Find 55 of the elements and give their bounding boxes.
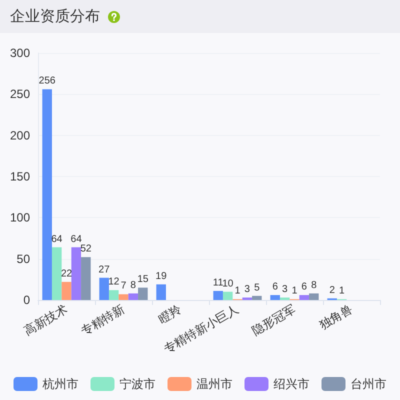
data-label: 64 [70,234,82,245]
data-label: 3 [282,284,288,296]
bar [222,292,233,300]
bar [118,294,128,300]
data-label: 2 [329,284,336,296]
data-label: 12 [108,276,120,288]
y-tick-label: 300 [10,46,30,60]
x-tick-label: 专精特新 [78,302,127,338]
bar [81,257,91,300]
bar [108,290,119,300]
bar [309,293,319,300]
x-tick-label: 隐形冠军 [249,302,298,338]
bar [138,288,148,300]
chart-title: 企业资质分布 [10,7,100,26]
legend-label: 宁波市 [120,377,156,391]
data-label: 3 [244,284,250,296]
bar [252,296,262,300]
data-label: 1 [292,286,298,297]
data-label: 22 [60,268,72,280]
bar [270,295,280,300]
data-label: 7 [120,280,127,292]
bar [156,284,166,300]
y-tick-label: 150 [10,170,30,184]
data-label: 8 [130,280,136,291]
data-label: 256 [38,76,56,87]
legend-label: 温州市 [196,377,232,391]
data-label: 11 [212,277,224,288]
y-tick-label: 250 [10,87,30,102]
y-tick-label: 200 [10,128,30,142]
data-label: 1 [234,286,241,297]
y-tick-label: 50 [16,252,30,266]
data-label: 5 [254,282,260,294]
data-label: 8 [311,280,318,291]
data-label: 27 [98,264,110,276]
data-label: 6 [272,282,278,293]
x-tick-label: 独角兽 [316,302,355,332]
x-tick-label: 瞪羚 [156,302,184,326]
bar [128,293,138,300]
data-label: 1 [339,286,346,297]
bar [62,282,72,300]
data-label: 15 [137,274,149,286]
data-label: 6 [301,282,308,293]
legend-label: 杭州市 [42,377,78,391]
y-tick-label: 0 [23,293,30,307]
bar [52,247,62,300]
y-tick-label: 100 [10,210,30,225]
bar [99,278,109,300]
bar [71,247,82,300]
legend-label: 台州市 [350,377,386,391]
legend-label: 绍兴市 [274,377,310,391]
bar [42,89,52,300]
bar [213,290,223,300]
bar [299,295,310,300]
data-label: 10 [222,278,234,290]
data-label: 19 [156,270,168,282]
